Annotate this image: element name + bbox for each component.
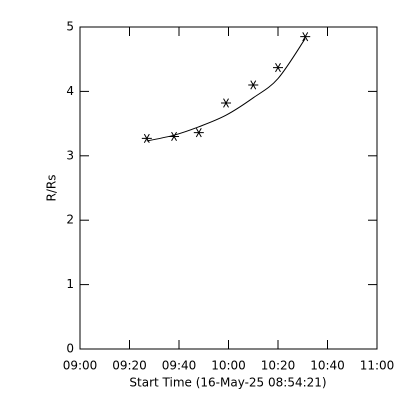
data-point (141, 133, 152, 143)
y-tick-label: 1 (66, 277, 74, 291)
data-point (300, 32, 311, 42)
data-point (248, 80, 259, 90)
fit-line (146, 38, 306, 142)
x-tick-label: 10:20 (261, 359, 296, 373)
y-tick-label: 3 (66, 148, 74, 162)
data-point (273, 62, 283, 73)
y-tick-label: 0 (66, 342, 74, 356)
data-point (221, 98, 232, 108)
x-tick-label: 09:00 (63, 359, 98, 373)
x-tick-label: 11:00 (360, 359, 395, 373)
y-axis-label: R/Rs (45, 175, 59, 202)
data-point (193, 128, 204, 138)
x-tick-label: 09:20 (112, 359, 147, 373)
y-tick-label: 2 (66, 213, 74, 227)
x-tick-label: 10:40 (310, 359, 345, 373)
y-tick-label: 5 (66, 20, 74, 34)
y-tick-label: 4 (66, 84, 74, 98)
x-tick-label: 10:00 (211, 359, 246, 373)
x-axis-label: Start Time (16-May-25 08:54:21) (129, 376, 326, 390)
x-tick-label: 09:40 (162, 359, 197, 373)
